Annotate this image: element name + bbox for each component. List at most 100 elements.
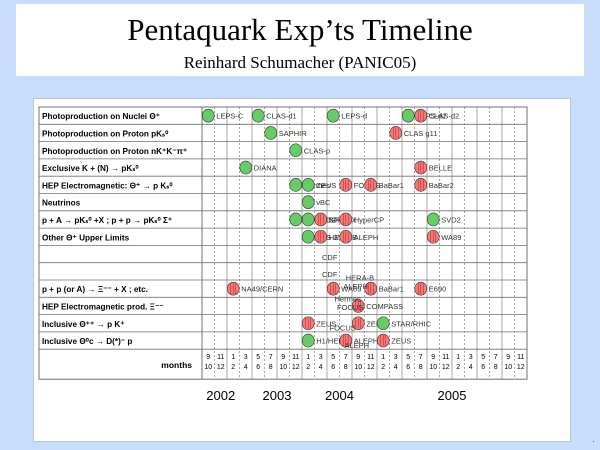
null-result-marker: COMPASS xyxy=(351,299,403,313)
positive-result-marker: STAR/RHIC xyxy=(376,316,432,331)
positive-result-marker: SAPHIR xyxy=(264,126,307,140)
experiment-label: FOCUS xyxy=(337,303,363,312)
month-tick: 9 xyxy=(506,354,510,361)
null-result-marker: HyperCP xyxy=(339,212,384,227)
months-label: months xyxy=(161,360,192,370)
month-tick: 12 xyxy=(442,364,450,371)
marker-circle xyxy=(239,160,253,175)
positive-result-marker: Hermes xyxy=(289,178,331,192)
month-tick: 2 xyxy=(456,364,460,371)
marker-circle xyxy=(201,108,215,123)
marker-label: H1/HERA xyxy=(316,337,349,346)
null-result-marker: WA89 xyxy=(326,281,361,296)
null-result-marker: NA49/CERN xyxy=(226,281,283,296)
marker-label: CLAS-d1 xyxy=(266,112,296,121)
marker-circle xyxy=(289,143,303,158)
marker-label: CLAS-p xyxy=(304,146,330,155)
marker-label: CLAS-d2 xyxy=(429,112,459,121)
row-label: HEP Electromagnetic prod. Ξ⁻⁻ xyxy=(42,302,164,311)
timeline-panel: Photoproduction on Nuclei Θ⁺ Photoproduct… xyxy=(33,98,571,442)
year-label: 2002 xyxy=(206,388,235,403)
month-tick: 11 xyxy=(292,354,299,361)
month-tick: 2 xyxy=(231,364,235,371)
row-label: Photoproduction on Nuclei Θ⁺ xyxy=(42,112,160,121)
experiment-label: ALEPH xyxy=(345,341,370,350)
row-label: Inclusive Θ⁰c → D(*)⁻ p xyxy=(42,337,132,346)
marker-circle xyxy=(301,195,315,209)
null-result-marker: E690 xyxy=(414,281,446,296)
marker-label: LEPS-d xyxy=(341,112,367,121)
null-result-marker: WA89 xyxy=(426,229,461,244)
marker-circle xyxy=(401,108,415,123)
null-result-marker: CLAS-d2 xyxy=(414,108,459,123)
null-result-marker: BELLE xyxy=(414,160,452,175)
marker-label: νBC xyxy=(316,198,331,207)
marker-label: BaBar1 xyxy=(379,285,404,294)
marker-label: BaBar1 xyxy=(379,181,404,190)
marker-label: WA89 xyxy=(441,233,461,242)
month-tick: 5 xyxy=(331,354,335,361)
month-tick: 10 xyxy=(429,364,437,371)
positive-result-marker: νBC xyxy=(301,195,331,209)
month-tick: 12 xyxy=(367,364,375,371)
experiment-label: ALEPH xyxy=(343,282,368,291)
month-tick: 5 xyxy=(256,354,260,361)
month-tick: 4 xyxy=(319,364,323,371)
month-tick: 5 xyxy=(481,354,485,361)
marker-circle xyxy=(289,212,303,227)
marker-label: NA49/CERN xyxy=(241,285,283,294)
month-tick: 6 xyxy=(481,364,485,371)
row-label: p + p (or A) → Ξ⁻⁻ + X ; etc. xyxy=(42,285,148,294)
month-tick: 4 xyxy=(244,364,248,371)
month-tick: 1 xyxy=(306,354,310,361)
row-label: Exclusive K + (N) → pKₛ⁰ xyxy=(42,164,139,173)
positive-result-marker: BES J/Ψ xyxy=(301,229,345,244)
month-tick: 10 xyxy=(279,364,287,371)
month-tick: 12 xyxy=(292,364,300,371)
marker-label: HyperCP xyxy=(354,215,384,224)
positive-result-marker: LEPS-C xyxy=(201,108,244,123)
null-result-marker: BaBar2 xyxy=(414,178,454,192)
marker-label: ZEUS xyxy=(316,181,336,190)
month-tick: 2 xyxy=(306,364,310,371)
month-tick: 11 xyxy=(217,354,224,361)
marker-label: DIANA xyxy=(254,164,277,173)
month-tick: 10 xyxy=(204,364,212,371)
month-tick: 11 xyxy=(367,354,374,361)
marker-circle xyxy=(301,229,315,244)
title-box: Pentaquark Exp’ts Timeline Reinhard Schu… xyxy=(16,4,584,76)
month-tick: 7 xyxy=(494,354,498,361)
positive-result-marker: CLAS-p xyxy=(289,143,330,158)
marker-label: ZEUS xyxy=(366,319,386,328)
month-tick: 7 xyxy=(269,354,273,361)
marker-label: BES J/Ψ xyxy=(316,233,345,242)
month-tick: 1 xyxy=(231,354,235,361)
month-tick: 9 xyxy=(431,354,435,361)
marker-circle xyxy=(326,108,340,123)
null-result-marker: BaBar1 xyxy=(364,281,404,296)
month-tick: 2 xyxy=(381,364,385,371)
month-tick: 3 xyxy=(469,354,473,361)
marker-label: LEPS-d2 xyxy=(416,112,446,121)
month-tick: 3 xyxy=(394,354,398,361)
marker-label: Hermes xyxy=(304,181,331,190)
month-tick: 4 xyxy=(394,364,398,371)
page-subtitle: Reinhard Schumacher (PANIC05) xyxy=(183,53,417,72)
grid-frame xyxy=(38,106,528,380)
month-tick: 8 xyxy=(419,364,423,371)
positive-result-marker: CLAS-d1 xyxy=(251,108,297,123)
month-tick: 3 xyxy=(244,354,248,361)
row-label: p + A → pKₛ⁰ +X ; p + p → pKₛ⁰ Σ⁺ xyxy=(42,216,172,225)
row-label: Photoproduction on Proton pKₛ⁰ xyxy=(42,129,169,138)
month-tick: 1 xyxy=(456,354,460,361)
month-tick: 12 xyxy=(217,364,225,371)
experiment-label: CDF xyxy=(322,253,338,262)
marker-label: ALEPH xyxy=(354,337,379,346)
month-tick: 6 xyxy=(331,364,335,371)
month-tick: 9 xyxy=(356,354,360,361)
marker-label: WA89 xyxy=(341,285,361,294)
row-label: Other Θ⁺ Upper Limits xyxy=(42,233,130,242)
marker-circle xyxy=(301,178,315,192)
month-tick: 6 xyxy=(406,364,410,371)
month-tick: 9 xyxy=(281,354,285,361)
